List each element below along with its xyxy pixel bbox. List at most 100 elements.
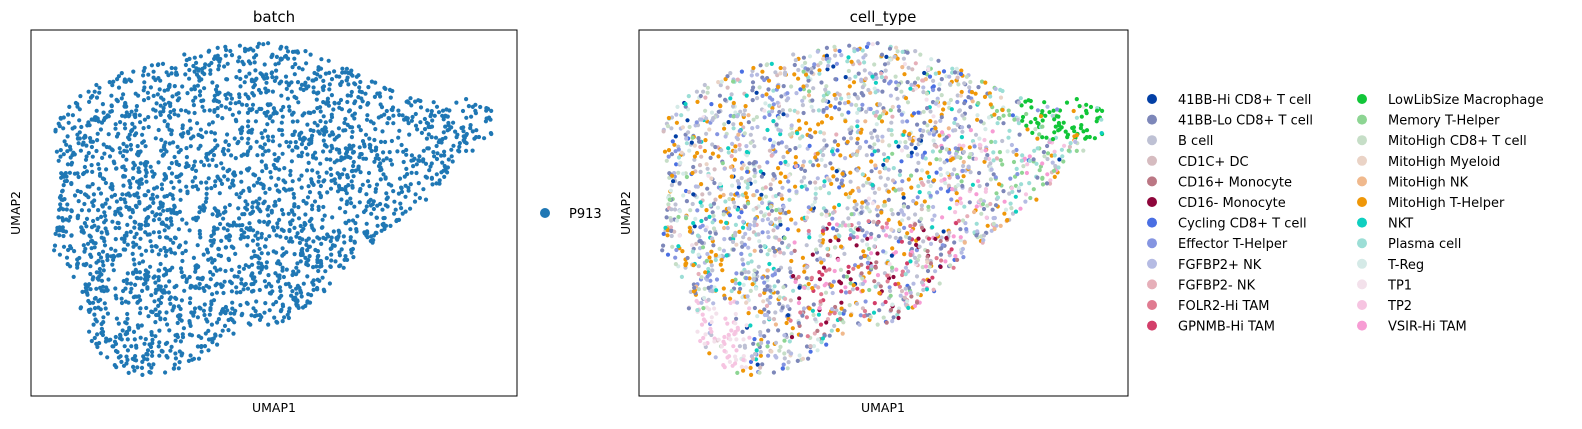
scatter-point xyxy=(847,43,852,48)
scatter-point xyxy=(169,71,174,76)
scatter-point xyxy=(1050,160,1055,165)
scatter-point xyxy=(804,187,810,192)
scatter-point xyxy=(878,284,883,289)
scatter-point xyxy=(187,67,192,73)
scatter-point xyxy=(868,106,873,112)
scatter-point xyxy=(262,142,267,147)
scatter-point xyxy=(907,240,912,245)
scatter-point xyxy=(206,328,211,333)
scatter-point xyxy=(195,121,200,126)
scatter-point xyxy=(732,167,737,172)
scatter-point xyxy=(830,149,835,154)
scatter-point xyxy=(289,293,294,298)
scatter-point xyxy=(103,180,108,186)
scatter-point xyxy=(1048,178,1053,183)
scatter-point xyxy=(752,174,757,179)
scatter-point xyxy=(425,146,430,151)
scatter-point xyxy=(809,134,814,140)
scatter-point xyxy=(839,300,844,305)
scatter-point xyxy=(61,183,66,188)
scatter-point xyxy=(890,104,895,110)
scatter-point xyxy=(294,286,299,291)
scatter-point xyxy=(104,144,109,150)
scatter-point xyxy=(266,41,271,46)
scatter-point xyxy=(259,235,264,240)
scatter-point xyxy=(793,58,798,63)
scatter-point xyxy=(145,90,150,95)
scatter-point xyxy=(159,186,165,192)
scatter-point xyxy=(158,103,163,108)
scatter-point xyxy=(396,135,401,140)
scatter-point xyxy=(239,131,244,136)
scatter-point xyxy=(673,134,678,139)
scatter-point xyxy=(804,83,810,88)
scatter-point xyxy=(102,116,107,121)
scatter-point xyxy=(220,307,225,312)
scatter-point xyxy=(927,74,933,79)
scatter-point xyxy=(838,267,844,272)
scatter-point xyxy=(429,124,435,129)
scatter-point xyxy=(218,267,223,272)
scatter-point xyxy=(251,281,256,286)
scatter-point xyxy=(319,261,324,266)
scatter-point xyxy=(250,91,255,96)
scatter-point xyxy=(801,159,807,164)
scatter-point xyxy=(847,127,852,132)
scatter-point xyxy=(843,192,849,197)
scatter-point xyxy=(931,114,936,119)
scatter-point xyxy=(942,160,947,165)
scatter-point xyxy=(821,265,827,270)
scatter-point xyxy=(797,353,802,358)
scatter-point xyxy=(983,189,988,194)
scatter-point xyxy=(215,113,220,118)
scatter-point xyxy=(209,233,214,239)
scatter-point xyxy=(752,337,757,342)
scatter-point xyxy=(1040,109,1045,114)
scatter-point xyxy=(869,231,874,237)
scatter-point xyxy=(909,173,914,178)
scatter-point xyxy=(938,166,943,171)
scatter-point xyxy=(363,156,369,161)
scatter-point xyxy=(760,69,765,74)
scatter-point xyxy=(297,177,302,182)
scatter-point xyxy=(901,195,906,200)
scatter-point xyxy=(933,120,938,125)
scatter-point xyxy=(72,125,77,130)
scatter-point xyxy=(434,181,439,186)
scatter-point xyxy=(130,251,135,256)
scatter-point xyxy=(744,323,749,328)
scatter-point xyxy=(772,249,777,254)
scatter-point xyxy=(883,183,888,188)
scatter-point xyxy=(239,191,244,196)
scatter-point xyxy=(893,282,898,287)
scatter-point xyxy=(221,226,226,231)
scatter-point xyxy=(156,160,161,165)
scatter-point xyxy=(119,359,124,364)
scatter-point xyxy=(122,344,127,349)
scatter-point xyxy=(307,254,312,259)
scatter-point xyxy=(758,365,763,370)
scatter-point xyxy=(201,203,206,208)
scatter-point xyxy=(804,215,810,220)
scatter-point xyxy=(126,300,131,305)
scatter-point xyxy=(464,115,469,120)
scatter-point xyxy=(303,80,308,85)
scatter-point xyxy=(345,257,350,262)
scatter-point xyxy=(710,236,715,241)
scatter-point xyxy=(378,102,383,107)
scatter-point xyxy=(145,348,151,353)
scatter-point xyxy=(195,243,200,248)
scatter-point xyxy=(122,104,127,109)
scatter-point xyxy=(75,101,80,107)
scatter-point xyxy=(413,99,418,104)
scatter-point xyxy=(807,235,812,240)
scatter-point xyxy=(153,290,158,295)
scatter-point xyxy=(704,162,709,167)
scatter-point xyxy=(747,276,752,281)
scatter-point xyxy=(200,70,205,75)
scatter-point xyxy=(135,365,140,370)
scatter-point xyxy=(209,186,214,191)
scatter-point xyxy=(802,95,807,100)
scatter-point xyxy=(1003,207,1009,212)
scatter-point xyxy=(700,192,705,197)
